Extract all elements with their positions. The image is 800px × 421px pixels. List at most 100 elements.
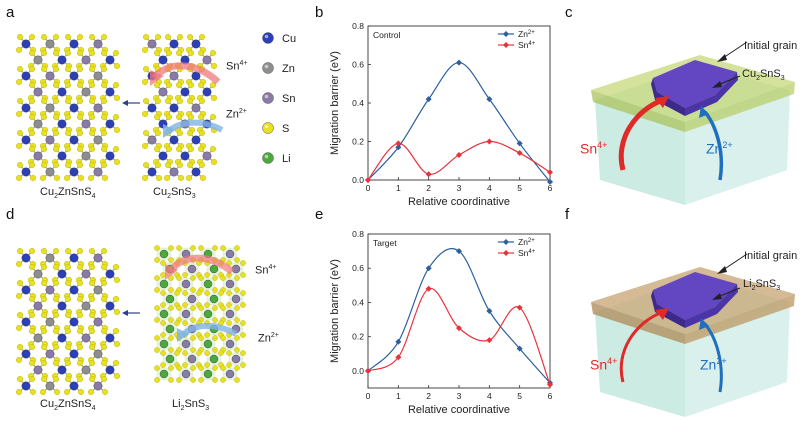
legend-entry: Zn2+	[498, 237, 535, 247]
sn-migration-arrow-icon	[166, 254, 235, 275]
x-tick-label: 4	[487, 183, 492, 193]
panel-label-e: e	[315, 206, 324, 223]
grain-block	[591, 55, 795, 205]
legend-entry: Sn4+	[498, 40, 536, 50]
atom-legend-item: S	[262, 122, 289, 135]
legend-entry: Zn2+	[498, 29, 535, 39]
y-tick-label: 0.0	[352, 366, 364, 376]
atom-legend-label: Cu	[282, 33, 296, 45]
y-tick-label: 0.0	[352, 175, 364, 185]
x-tick-label: 1	[396, 391, 401, 401]
initial-grain-crystal	[653, 272, 737, 320]
shell-label-c: Cu2SnS3	[742, 68, 785, 83]
zn-ion-label-c: Zn2+	[706, 140, 733, 157]
data-point	[395, 338, 402, 345]
initial-grain-label-c: Initial grain	[744, 40, 798, 52]
panel-label-c: c	[565, 4, 573, 21]
data-point	[516, 150, 523, 157]
atom-legend: Cu Zn Sn S Li	[262, 32, 296, 165]
data-point	[425, 96, 432, 103]
initial-grain-label-f: Initial grain	[744, 250, 798, 262]
y-axis-label: Migration barrier (eV)	[329, 259, 341, 363]
x-tick-label: 3	[457, 183, 462, 193]
data-point	[486, 138, 493, 145]
legend-label: Sn4+	[518, 248, 536, 258]
grain-block	[591, 267, 795, 417]
series-line	[367, 61, 551, 183]
sn-migration-arrow-icon	[152, 62, 221, 85]
diffusion-arrow-icon	[122, 310, 140, 316]
y-tick-label: 0.2	[352, 137, 364, 147]
data-point	[547, 169, 553, 176]
chart-annotation: Control	[373, 30, 401, 40]
cu2znsns4-lattice	[16, 248, 120, 395]
atom-swatch-icon	[262, 62, 274, 74]
panel-d-structures	[16, 245, 246, 395]
shell-label-f: Li2SnS3	[743, 278, 781, 293]
sn-diffusion-arrow-icon	[619, 310, 664, 383]
chart-axes: 0 1 2 3 4 5 6 0.0 0.2 0.4 0.6 0.8	[352, 229, 552, 401]
data-point	[365, 367, 371, 374]
atom-legend-label: Zn	[282, 63, 295, 75]
caption-cu2znsns4-a: Cu2ZnSnS4	[40, 186, 96, 201]
data-point	[456, 151, 462, 158]
sn-ion-label-d: Sn4+	[255, 264, 277, 277]
initial-grain-crystal	[653, 60, 737, 108]
y-tick-label: 0.8	[352, 21, 364, 31]
y-tick-label: 0.6	[352, 263, 364, 273]
panel-a-structures: Cu Zn Sn S Li	[16, 32, 296, 181]
chart-annotation: Target	[373, 238, 397, 248]
atom-legend-item: Zn	[262, 62, 295, 75]
panel-label-f: f	[565, 206, 570, 223]
series-zn2-	[365, 248, 553, 386]
atom-legend-label: Sn	[282, 93, 295, 105]
sn-diffusion-arrow-icon	[618, 97, 664, 171]
data-point	[516, 345, 523, 352]
caption-li2sns3: Li2SnS3	[172, 398, 210, 413]
data-point	[425, 285, 432, 292]
y-tick-label: 0.4	[352, 98, 364, 108]
zn-diffusion-arrow-icon	[703, 110, 724, 181]
x-tick-label: 6	[548, 391, 553, 401]
data-point	[486, 308, 493, 314]
data-point	[456, 59, 462, 66]
series-line	[367, 248, 551, 384]
data-point	[395, 354, 402, 361]
data-point	[516, 140, 523, 147]
atom-legend-label: S	[282, 123, 289, 135]
zn-ion-label-f: Zn2+	[700, 356, 727, 373]
atom-legend-item: Sn	[262, 92, 295, 105]
y-tick-label: 0.4	[352, 297, 364, 307]
data-point	[456, 248, 462, 255]
legend-label: Sn4+	[518, 40, 536, 50]
x-axis-label: Relative coordinative	[408, 196, 510, 208]
data-point	[425, 171, 432, 178]
y-tick-label: 0.8	[352, 229, 364, 239]
atom-legend-item: Cu	[262, 32, 296, 45]
atom-legend-item: Li	[262, 152, 291, 165]
caption-cu2sns3: Cu2SnS3	[153, 186, 196, 201]
panel-label-d: d	[6, 206, 15, 223]
legend-label: Zn2+	[518, 237, 535, 247]
atom-swatch-icon	[262, 92, 274, 104]
zn-ion-label-a: Zn2+	[226, 108, 247, 121]
series-sn4-	[365, 285, 553, 388]
data-point	[456, 325, 462, 332]
y-axis-label: Migration barrier (eV)	[329, 51, 341, 155]
x-tick-label: 3	[457, 391, 462, 401]
data-point	[365, 177, 371, 183]
data-point	[547, 178, 553, 185]
atom-legend-label: Li	[282, 153, 291, 165]
panel-label-a: a	[6, 4, 15, 21]
x-tick-label: 5	[517, 391, 522, 401]
atom-swatch-icon	[262, 152, 274, 164]
data-point	[395, 140, 402, 147]
grain-diagram-target	[591, 253, 795, 417]
migration-barrier-chart-target: 0 1 2 3 4 5 6 0.0 0.2 0.4 0.6 0.8 Relative coordinat…	[329, 229, 553, 416]
sn-ion-label-a: Sn4+	[226, 60, 248, 73]
grain-diagram-control	[591, 41, 795, 205]
y-tick-label: 0.6	[352, 60, 364, 70]
x-tick-label: 5	[517, 183, 522, 193]
cu2znsns4-lattice	[16, 34, 120, 181]
data-point	[486, 337, 493, 344]
